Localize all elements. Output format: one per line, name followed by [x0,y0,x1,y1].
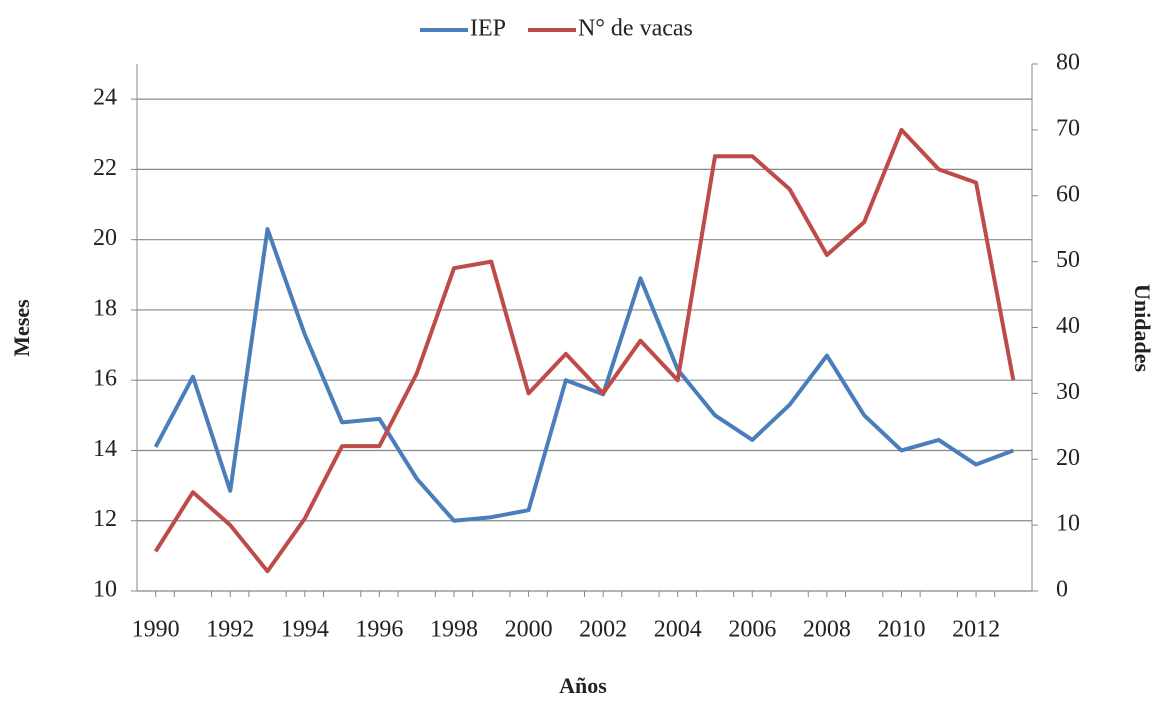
y2-tick-label: 70 [1056,115,1080,141]
series-line [153,127,1016,574]
y-tick-label: 18 [93,295,117,321]
x-tick-label: 1992 [206,617,254,643]
series-line [153,227,1015,523]
y2-tick-label: 80 [1056,50,1080,76]
y2-axis-title: Unidades [1130,284,1155,372]
y-tick-label: 24 [93,85,117,111]
y2-tick-label: 0 [1056,577,1068,603]
y-tick-label: 14 [93,436,117,462]
x-tick-label: 2008 [803,617,851,643]
x-tick-label: 1994 [281,617,329,643]
legend-label: N° de vacas [578,16,693,42]
x-tick-label: 2010 [877,617,925,643]
y-tick-label: 22 [93,155,117,181]
y2-tick-label: 20 [1056,445,1080,471]
x-tick-label: 1998 [430,617,478,643]
x-tick-label: 2006 [728,617,776,643]
y2-tick-label: 10 [1056,511,1080,537]
y-tick-label: 20 [93,225,117,251]
legend-label: IEP [470,16,506,42]
x-tick-label: 2012 [952,617,1000,643]
y-tick-label: 10 [93,577,117,603]
y-axis-title: Meses [9,299,34,357]
x-tick-label: 2004 [654,617,702,643]
x-axis-title: Años [559,673,607,698]
y2-tick-label: 50 [1056,247,1080,273]
y2-tick-label: 60 [1056,181,1080,207]
x-tick-label: 2002 [579,617,627,643]
y-tick-label: 12 [93,506,117,532]
x-tick-label: 1990 [132,617,180,643]
x-tick-label: 2000 [505,617,553,643]
x-tick-label: 1996 [355,617,403,643]
y2-tick-label: 30 [1056,379,1080,405]
y-tick-label: 16 [93,366,117,392]
y2-tick-label: 40 [1056,313,1080,339]
